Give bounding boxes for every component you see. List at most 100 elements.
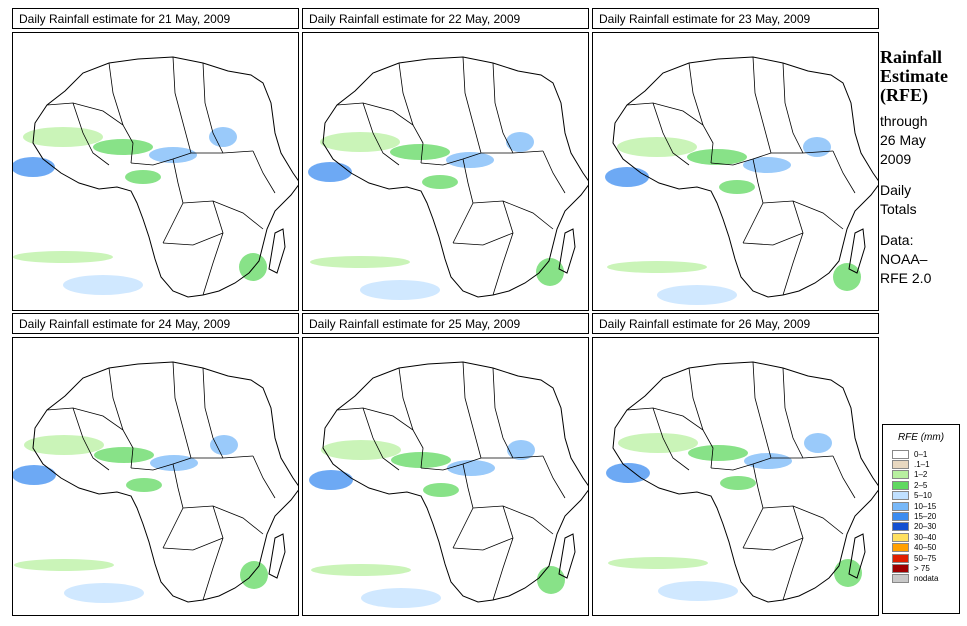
country-border <box>108 62 124 126</box>
rainfall-area <box>803 137 831 157</box>
legend-label: 1–2 <box>914 470 928 480</box>
legend-item: 5–10 <box>883 491 959 501</box>
country-border <box>832 455 856 499</box>
country-border <box>742 232 804 246</box>
legend-item: nodata <box>883 574 959 584</box>
rainfall-area <box>618 433 698 453</box>
rainfall-map <box>592 32 879 311</box>
country-border <box>710 150 834 166</box>
rainfall-area <box>309 470 353 490</box>
country-border <box>688 62 704 126</box>
rainfall-area <box>617 137 697 157</box>
country-border <box>452 158 474 244</box>
country-border <box>762 200 844 230</box>
country-border <box>252 455 276 499</box>
country-border <box>130 455 254 471</box>
rainfall-area <box>210 435 238 455</box>
country-border <box>752 56 772 154</box>
rainfall-area <box>23 127 103 147</box>
sidebar-date-range: through 26 May 2009 <box>880 113 928 167</box>
panel-title: Daily Rainfall estimate for 21 May, 2009 <box>12 8 299 29</box>
country-border <box>832 150 856 194</box>
legend-title: RFE (mm) <box>897 432 945 443</box>
rainfall-area <box>423 483 459 497</box>
legend-item: 40–50 <box>883 543 959 553</box>
legend-swatch <box>892 522 909 532</box>
rainfall-area <box>537 566 565 594</box>
rainfall-map <box>302 32 589 311</box>
panel-title: Daily Rainfall estimate for 25 May, 2009 <box>302 313 589 334</box>
africa-coastline <box>32 361 298 603</box>
rainfall-area <box>308 162 352 182</box>
country-border <box>452 232 514 246</box>
legend-item: 50–75 <box>883 553 959 563</box>
rainfall-area <box>744 453 792 469</box>
country-border <box>472 200 554 230</box>
legend-label: nodata <box>914 574 939 584</box>
country-border <box>542 455 566 499</box>
legend-label: > 75 <box>914 563 930 573</box>
panel-title: Daily Rainfall estimate for 22 May, 2009 <box>302 8 589 29</box>
country-border <box>172 361 192 459</box>
madagascar-outline <box>558 228 576 274</box>
rainfall-area <box>422 175 458 189</box>
africa-coastline <box>612 361 878 603</box>
rainfall-area <box>63 275 143 295</box>
madagascar-outline <box>848 228 866 274</box>
africa-map <box>606 361 878 603</box>
rainfall-area <box>688 445 748 461</box>
legend-item: > 75 <box>883 563 959 573</box>
africa-coastline <box>322 56 588 298</box>
country-border <box>462 56 482 154</box>
africa-map <box>308 56 588 300</box>
rainfall-area <box>447 460 495 476</box>
rainfall-area <box>320 132 400 152</box>
madagascar-outline <box>558 533 576 579</box>
country-border <box>362 102 400 166</box>
rainfall-area <box>13 251 113 263</box>
rainfall-area <box>311 564 411 576</box>
rainfall-area <box>239 253 267 281</box>
rainfall-area <box>720 476 756 490</box>
legend-label: 15–20 <box>914 512 937 522</box>
country-border <box>172 56 192 154</box>
rainfall-map <box>12 337 299 616</box>
legend-item: 20–30 <box>883 522 959 532</box>
rainfall-area <box>240 561 268 589</box>
legend-swatch <box>892 449 909 459</box>
country-border <box>710 455 834 471</box>
legend-swatch <box>892 470 909 480</box>
country-border <box>362 407 400 471</box>
rainfall-map <box>302 337 589 616</box>
legend-swatch <box>892 491 909 501</box>
country-border <box>752 361 772 459</box>
country-border <box>162 463 184 549</box>
country-border <box>252 150 276 194</box>
country-border <box>182 505 264 535</box>
rainfall-area <box>126 478 162 492</box>
legend-swatch <box>892 553 909 563</box>
country-border <box>336 102 424 164</box>
rainfall-area <box>804 433 832 453</box>
rainfall-area <box>658 581 738 601</box>
country-border <box>162 537 224 551</box>
legend-swatch <box>892 501 909 511</box>
sidebar-totals: Daily Totals <box>880 182 917 217</box>
rainfall-panel-3: Daily Rainfall estimate for 23 May, 2009 <box>592 8 879 311</box>
rainfall-area <box>125 170 161 184</box>
sidebar-title: Rainfall Estimate (RFE) <box>880 47 948 105</box>
legend-label: 50–75 <box>914 553 937 563</box>
rainfall-panel-2: Daily Rainfall estimate for 22 May, 2009 <box>302 8 589 311</box>
country-border <box>742 463 764 549</box>
legend-swatch <box>892 480 909 490</box>
legend: RFE (mm) 0–1.1–1 1–2 2–5 5–10 10–15 15–20 20–3… <box>882 424 960 614</box>
country-border <box>626 102 714 164</box>
country-border <box>688 367 704 431</box>
africa-map <box>13 56 298 298</box>
legend-item: 0–1 <box>883 449 959 459</box>
country-border <box>202 367 224 459</box>
africa-map <box>13 361 298 603</box>
legend-label: 2–5 <box>914 480 928 490</box>
country-border <box>46 102 134 164</box>
africa-map <box>309 361 588 608</box>
